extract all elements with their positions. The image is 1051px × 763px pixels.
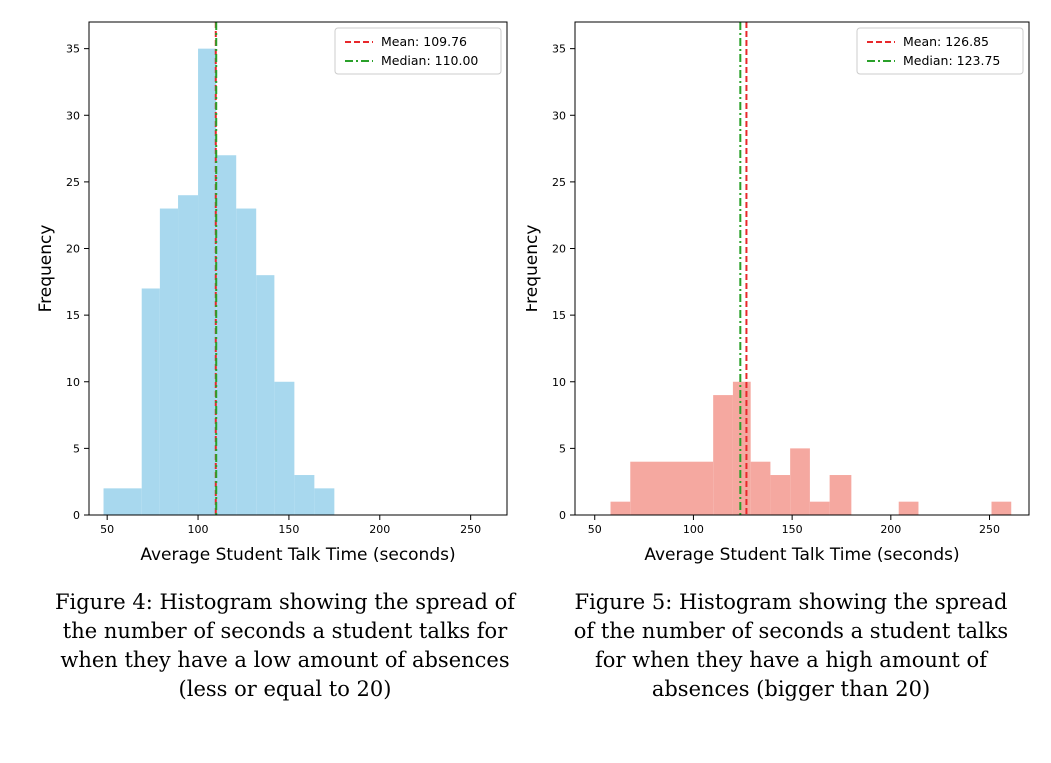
histogram-bar — [790, 448, 810, 515]
x-tick-label: 250 — [979, 523, 1000, 536]
y-tick-label: 20 — [552, 243, 566, 256]
x-tick-label: 250 — [460, 523, 481, 536]
legend-entry: Mean: 109.76 — [381, 34, 467, 49]
x-axis-label: Average Student Talk Time (seconds) — [644, 545, 959, 565]
plot-frame — [574, 21, 1030, 516]
histogram-bar — [898, 501, 919, 515]
x-tick-label: 100 — [188, 523, 209, 536]
histogram-bar — [159, 208, 179, 516]
y-tick-label: 10 — [552, 376, 566, 389]
histogram-bar — [610, 501, 631, 515]
histogram-bar — [314, 488, 335, 515]
y-tick-label: 35 — [66, 43, 80, 56]
histogram-low-absences: 50 100 150 200 250 0 5 10 15 20 25 30 35 Average Stud… — [36, 21, 508, 565]
y-tick-label: 35 — [552, 43, 566, 56]
caption-line: Figure 5: Histogram showing the spread — [574, 590, 1008, 614]
x-axis-label: Average Student Talk Time (seconds) — [140, 545, 455, 565]
caption-line: for when they have a high amount of — [595, 648, 987, 672]
legend-entry: Median: 110.00 — [381, 53, 478, 68]
histogram-bar — [198, 48, 217, 515]
y-axis-label: Frequency — [526, 225, 542, 313]
figure-5-caption: Figure 5: Histogram showing the spread o… — [556, 588, 1026, 704]
histogram-bar — [274, 381, 295, 515]
histogram-bar — [809, 501, 830, 515]
legend-box — [334, 27, 502, 75]
histogram-bar — [141, 288, 160, 515]
x-tick-label: 150 — [278, 523, 299, 536]
y-tick-label: 5 — [559, 442, 566, 455]
caption-line: the number of seconds a student talks fo… — [62, 619, 508, 643]
legend-entry: Mean: 126.85 — [903, 34, 989, 49]
y-axis-label: Frequency — [36, 225, 56, 313]
x-tick-label: 150 — [782, 523, 803, 536]
histogram-bar — [294, 475, 315, 515]
y-tick-label: 0 — [73, 509, 80, 522]
histogram-bar — [256, 275, 275, 515]
histogram-bar — [770, 475, 791, 515]
x-tick-label: 100 — [683, 523, 704, 536]
x-tick-label: 50 — [100, 523, 114, 536]
caption-line: of the number of seconds a student talks — [573, 619, 1009, 643]
histogram-bar — [178, 195, 199, 515]
x-tick-label: 50 — [588, 523, 602, 536]
legend-box — [856, 27, 1024, 75]
y-tick-label: 5 — [73, 442, 80, 455]
y-tick-label: 10 — [66, 376, 80, 389]
legend-entry: Median: 123.75 — [903, 53, 1000, 68]
caption-line: absences (bigger than 20) — [651, 677, 931, 701]
histogram-bar — [236, 208, 257, 516]
plot-frame — [88, 21, 508, 516]
caption-line: Figure 4: Histogram showing the spread o… — [54, 590, 516, 614]
histogram-bar — [713, 395, 733, 515]
y-tick-label: 30 — [66, 109, 80, 122]
y-tick-label: 15 — [66, 309, 80, 322]
figure-4-caption: Figure 4: Histogram showing the spread o… — [50, 588, 520, 704]
histogram-bar — [991, 501, 1012, 515]
y-tick-label: 25 — [66, 176, 80, 189]
y-tick-label: 15 — [552, 309, 566, 322]
histogram-bar — [829, 475, 852, 515]
histogram-bar — [216, 155, 237, 516]
caption-line: (less or equal to 20) — [178, 677, 392, 701]
histogram-bar — [750, 461, 771, 515]
histogram-bar — [732, 381, 751, 515]
y-tick-label: 0 — [559, 509, 566, 522]
figure-5-panel: 50 100 150 200 250 0 5 10 15 20 25 30 35 Average Stud… — [526, 0, 1051, 763]
x-tick-label: 200 — [880, 523, 901, 536]
y-tick-label: 30 — [552, 109, 566, 122]
figure-4-panel: 50 100 150 200 250 0 5 10 15 20 25 30 35 Average Stud… — [0, 0, 525, 763]
histogram-high-absences: 50 100 150 200 250 0 5 10 15 20 25 30 35 Average Stud… — [526, 21, 1030, 565]
histogram-bar — [103, 488, 142, 515]
caption-line: when they have a low amount of absences — [60, 648, 510, 672]
y-tick-label: 25 — [552, 176, 566, 189]
x-tick-label: 200 — [369, 523, 390, 536]
histogram-bar — [630, 461, 714, 515]
y-tick-label: 20 — [66, 243, 80, 256]
